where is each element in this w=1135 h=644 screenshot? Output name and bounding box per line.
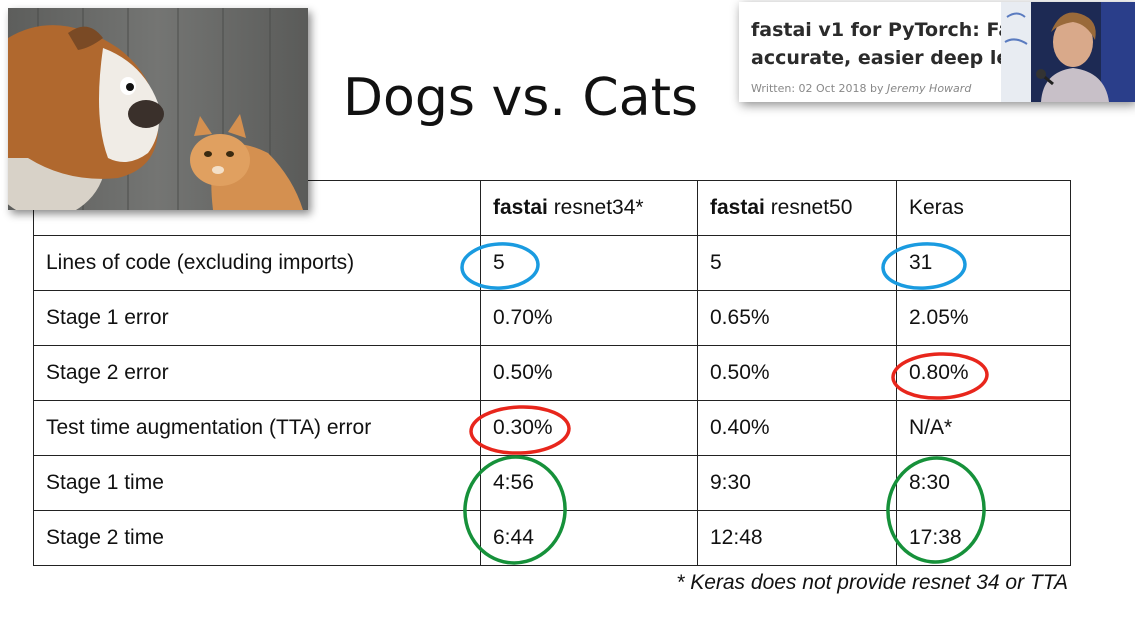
table-row: Stage 1 error 0.70% 0.65% 2.05% bbox=[33, 290, 1071, 346]
row-label: Stage 1 error bbox=[33, 290, 481, 346]
table-cell: N/A* bbox=[896, 400, 1071, 456]
table-row: Stage 2 error 0.50% 0.50% 0.80% bbox=[33, 345, 1071, 401]
table-cell: 6:44 bbox=[480, 510, 698, 566]
article-date: Written: 02 Oct 2018 by bbox=[751, 82, 888, 95]
table-row: Stage 2 time 6:44 12:48 17:38 bbox=[33, 510, 1071, 566]
row-label: Stage 1 time bbox=[33, 455, 481, 511]
table-cell: 8:30 bbox=[896, 455, 1071, 511]
table-cell: 5 bbox=[480, 235, 698, 291]
header-fastai-resnet34: fastai resnet34* bbox=[480, 180, 698, 236]
speaker-photo bbox=[1001, 2, 1135, 102]
dog-cat-photo bbox=[8, 8, 308, 210]
row-label: Stage 2 error bbox=[33, 345, 481, 401]
table-cell: 0.65% bbox=[697, 290, 897, 346]
row-label: Test time augmentation (TTA) error bbox=[33, 400, 481, 456]
table-cell: 2.05% bbox=[896, 290, 1071, 346]
table-row: Test time augmentation (TTA) error 0.30%… bbox=[33, 400, 1071, 456]
article-meta: Written: 02 Oct 2018 by Jeremy Howard bbox=[751, 82, 971, 95]
row-label: Lines of code (excluding imports) bbox=[33, 235, 481, 291]
table-row: Stage 1 time 4:56 9:30 8:30 bbox=[33, 455, 1071, 511]
dog-cat-illustration bbox=[8, 8, 308, 210]
comparison-table: fastai resnet34* fastai resnet50 Keras L… bbox=[33, 180, 1071, 566]
table-cell: 5 bbox=[697, 235, 897, 291]
table-cell: 0.50% bbox=[480, 345, 698, 401]
row-label: Stage 2 time bbox=[33, 510, 481, 566]
table-cell: 4:56 bbox=[480, 455, 698, 511]
table-cell: 0.30% bbox=[480, 400, 698, 456]
table-cell: 17:38 bbox=[896, 510, 1071, 566]
header-keras: Keras bbox=[896, 180, 1071, 236]
footnote: * Keras does not provide resnet 34 or TT… bbox=[676, 571, 1068, 594]
table-cell: 0.70% bbox=[480, 290, 698, 346]
table-row: Lines of code (excluding imports) 5 5 31 bbox=[33, 235, 1071, 291]
table-cell: 0.50% bbox=[697, 345, 897, 401]
article-card[interactable]: fastai v1 for PyTorch: Fa accurate, easi… bbox=[739, 2, 1135, 102]
article-title: fastai v1 for PyTorch: Fa accurate, easi… bbox=[751, 19, 1012, 69]
table-cell: 12:48 bbox=[697, 510, 897, 566]
table-header-row: fastai resnet34* fastai resnet50 Keras bbox=[33, 180, 1071, 236]
table-cell: 0.80% bbox=[896, 345, 1071, 401]
header-fastai-resnet50: fastai resnet50 bbox=[697, 180, 897, 236]
table-cell: 9:30 bbox=[697, 455, 897, 511]
table-cell: 0.40% bbox=[697, 400, 897, 456]
article-author: Jeremy Howard bbox=[887, 82, 972, 95]
table-cell: 31 bbox=[896, 235, 1071, 291]
slide-title: Dogs vs. Cats bbox=[343, 68, 699, 128]
